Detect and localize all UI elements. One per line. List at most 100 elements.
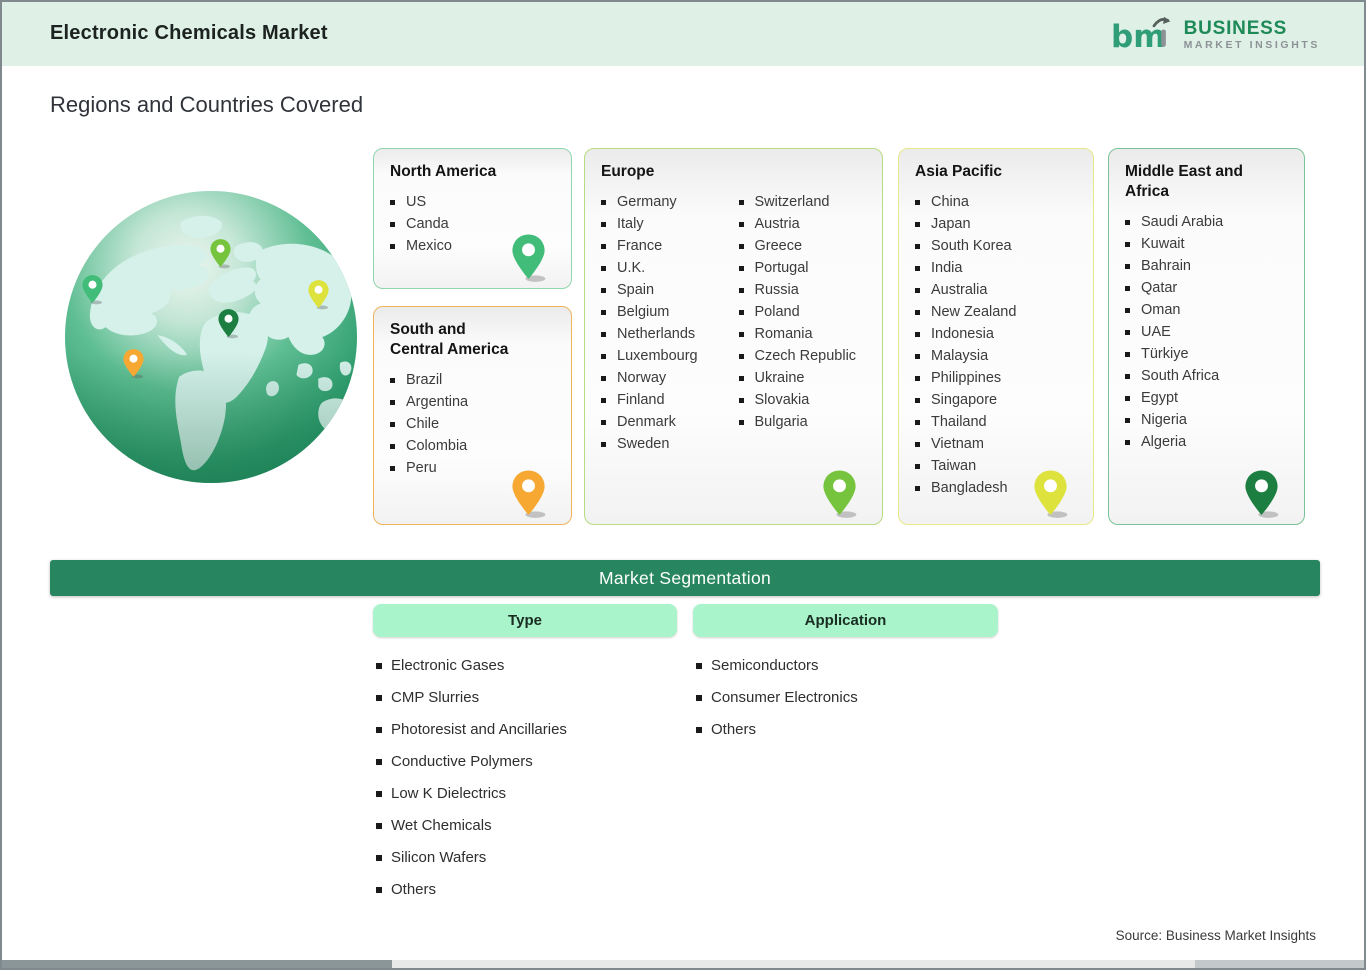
region-title: Asia Pacific (915, 163, 1003, 180)
region-title: South and Central America (390, 321, 509, 358)
logo-text: BUSINESS MARKET INSIGHTS (1183, 17, 1320, 52)
list-item: Argentina (390, 391, 557, 413)
list-item: South Korea (915, 235, 1079, 257)
application-column-header: Application (693, 604, 998, 637)
list-item: Germany (601, 191, 731, 213)
country-list: China Japan South Korea India Australia New Z… (915, 191, 1079, 499)
location-pin-icon (823, 470, 857, 518)
brand-logo: bm BUSINESS MARKET INSIGHTS (1111, 13, 1320, 57)
horizontal-scrollbar-thumb[interactable] (2, 960, 392, 968)
list-item: Austria (739, 213, 869, 235)
region-card-north-america: North America US Canda Mexico (373, 148, 572, 289)
type-label: Type (508, 612, 542, 629)
horizontal-scrollbar-segment[interactable] (1195, 960, 1364, 968)
region-card-europe: Europe Germany Italy France U.K. Spain Belgiu… (584, 148, 883, 525)
list-item: Poland (739, 301, 869, 323)
list-item: Electronic Gases (376, 657, 567, 675)
globe-pin-asia-pacific (308, 280, 329, 310)
list-item: Nigeria (1125, 409, 1290, 431)
section-title: Regions and Countries Covered (50, 92, 364, 117)
list-item: Vietnam (915, 433, 1079, 455)
list-item: Sweden (601, 433, 731, 455)
list-item: Bulgaria (739, 411, 869, 433)
list-item: Ukraine (739, 367, 869, 389)
list-item: Thailand (915, 411, 1079, 433)
location-pin-icon (1034, 470, 1068, 518)
list-item: Qatar (1125, 277, 1290, 299)
logo-line1: BUSINESS (1183, 17, 1288, 39)
list-item: US (390, 191, 557, 213)
market-segmentation-banner: Market Segmentation (50, 560, 1320, 596)
list-item: CMP Slurries (376, 689, 567, 707)
list-item: Belgium (601, 301, 731, 323)
logo-line2: MARKET INSIGHTS (1183, 38, 1320, 51)
region-card-middle-east-africa: Middle East and Africa Saudi Arabia Kuwai… (1108, 148, 1305, 525)
application-label: Application (804, 612, 887, 629)
list-item: Greece (739, 235, 869, 257)
list-item: Wet Chemicals (376, 817, 567, 835)
list-item: Philippines (915, 367, 1079, 389)
list-item: Saudi Arabia (1125, 211, 1290, 233)
list-item: Colombia (390, 435, 557, 457)
list-item: Conductive Polymers (376, 753, 567, 771)
svg-text:bm: bm (1111, 19, 1166, 55)
globe-pin-south-america (123, 349, 144, 379)
list-item: Canda (390, 213, 557, 235)
globe-pin-europe (210, 239, 231, 269)
region-card-asia-pacific: Asia Pacific China Japan South Korea India A… (898, 148, 1094, 525)
list-item: Egypt (1125, 387, 1290, 409)
list-item: UAE (1125, 321, 1290, 343)
page-title: Electronic Chemicals Market (50, 22, 328, 44)
location-pin-icon (1245, 470, 1279, 518)
list-item: Taiwan (915, 455, 1079, 477)
application-items-list: Semiconductors Consumer Electronics Others (696, 657, 858, 753)
list-item: Finland (601, 389, 731, 411)
list-item: India (915, 257, 1079, 279)
list-item: U.K. (601, 257, 731, 279)
list-item: Kuwait (1125, 233, 1290, 255)
list-item: Mexico (390, 235, 557, 257)
europe-country-columns: Germany Italy France U.K. Spain Belgium Nether… (601, 191, 868, 455)
list-item: Chile (390, 413, 557, 435)
list-item: New Zealand (915, 301, 1079, 323)
list-item: China (915, 191, 1079, 213)
source-note: Source: Business Market Insights (1115, 928, 1316, 943)
globe-pin-middle-east (218, 309, 239, 339)
list-item: Japan (915, 213, 1079, 235)
region-title: Middle East and Africa (1125, 163, 1243, 200)
list-item: Russia (739, 279, 869, 301)
horizontal-scrollbar-track[interactable] (2, 960, 1364, 968)
location-pin-icon (512, 234, 546, 282)
list-item: Malaysia (915, 345, 1079, 367)
region-title: Europe (601, 163, 655, 180)
list-item: Norway (601, 367, 731, 389)
bmi-logo-icon: bm (1111, 16, 1171, 55)
list-item: Italy (601, 213, 731, 235)
type-column-header: Type (373, 604, 677, 637)
list-item: Silicon Wafers (376, 849, 567, 867)
world-globe-icon (64, 190, 358, 484)
list-item: Algeria (1125, 431, 1290, 453)
country-list: Switzerland Austria Greece Portugal Russia Po… (739, 191, 869, 455)
list-item: Spain (601, 279, 731, 301)
header-bar: Electronic Chemicals Market bm BUSINESS … (2, 2, 1364, 66)
list-item: Luxembourg (601, 345, 731, 367)
globe-illustration (62, 188, 360, 486)
globe-pin-north-america (82, 275, 103, 305)
list-item: Romania (739, 323, 869, 345)
list-item: Consumer Electronics (696, 689, 858, 707)
market-segmentation-title: Market Segmentation (598, 567, 772, 588)
list-item: Peru (390, 457, 557, 479)
list-item: Bangladesh (915, 477, 1079, 499)
list-item: Low K Dielectrics (376, 785, 567, 803)
list-item: Netherlands (601, 323, 731, 345)
country-list: Brazil Argentina Chile Colombia Peru (390, 369, 557, 479)
list-item: Slovakia (739, 389, 869, 411)
list-item: Others (696, 721, 858, 739)
country-list: Germany Italy France U.K. Spain Belgium Nether… (601, 191, 731, 455)
list-item: Türkiye (1125, 343, 1290, 365)
list-item: Indonesia (915, 323, 1079, 345)
list-item: Denmark (601, 411, 731, 433)
type-items-list: Electronic Gases CMP Slurries Photoresist … (376, 657, 567, 913)
